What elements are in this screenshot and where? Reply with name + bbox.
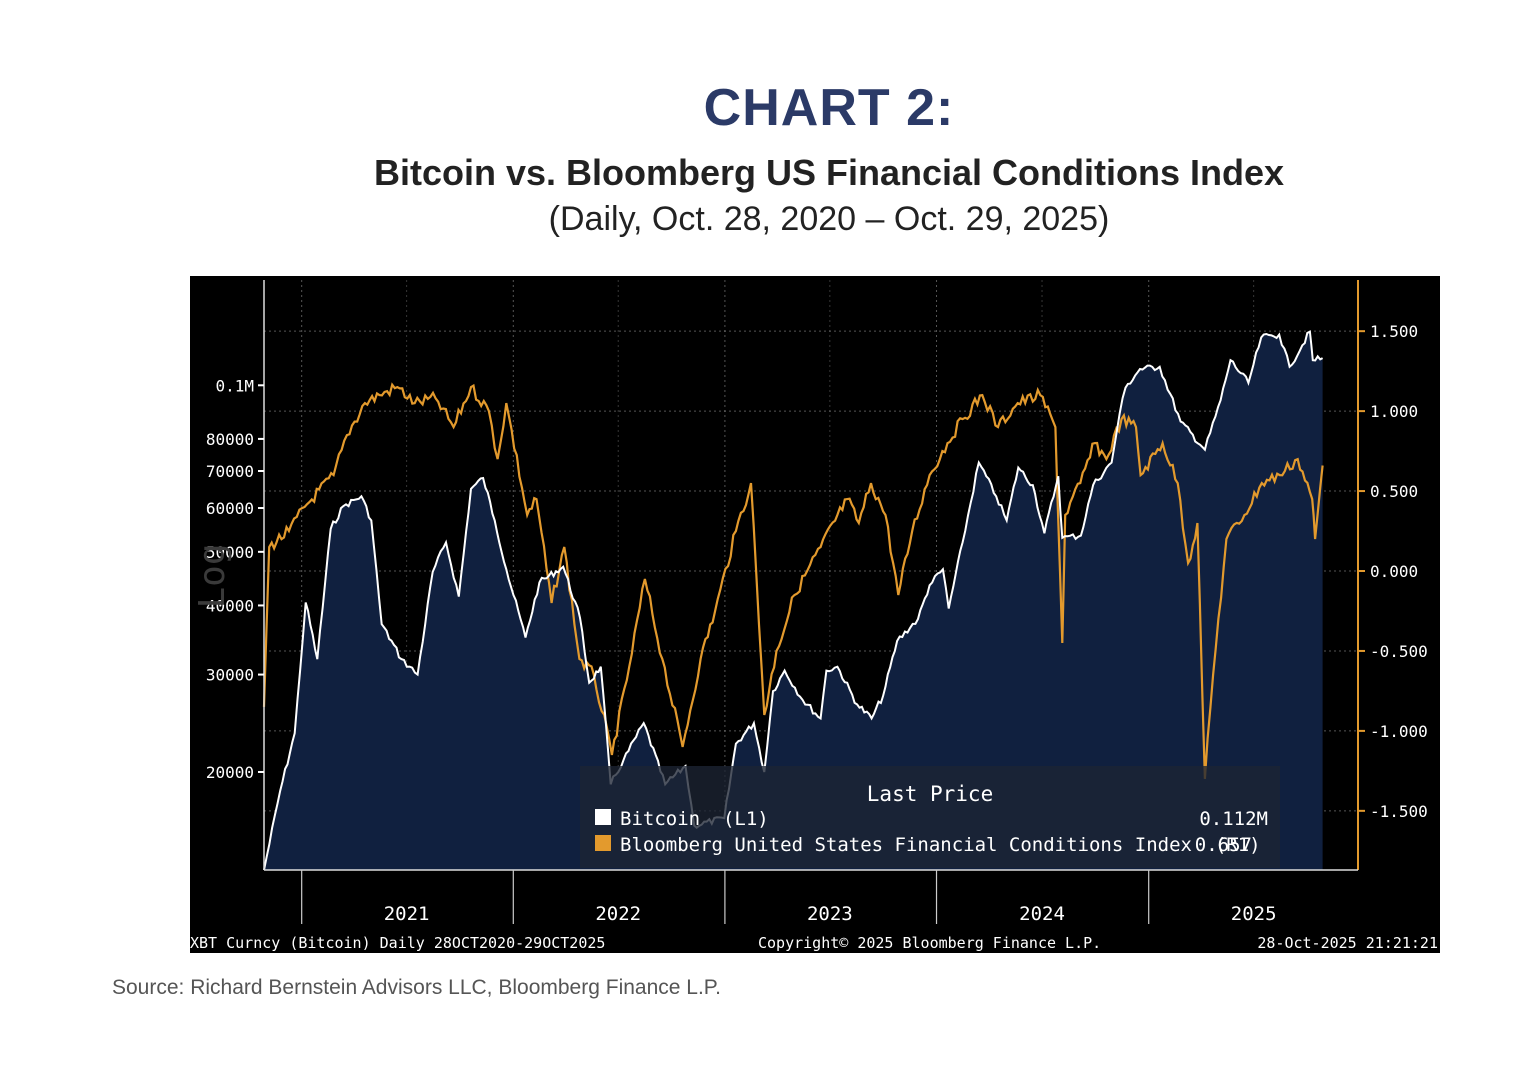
chart-subtitle: Bitcoin vs. Bloomberg US Financial Condi… <box>373 152 1285 193</box>
footer-copyright: Copyright© 2025 Bloomberg Finance L.P. <box>758 934 1101 952</box>
right-tick-label-0: 1.500 <box>1370 322 1418 341</box>
left-axis-label: Log <box>192 543 233 608</box>
legend-label-fci: Bloomberg United States Financial Condit… <box>620 834 1261 856</box>
x-tick-label-2024: 2024 <box>1019 903 1065 925</box>
legend-swatch-bitcoin <box>595 809 611 825</box>
x-tick-label-2021: 2021 <box>384 903 430 925</box>
chart-date-range: (Daily, Oct. 28, 2020 – Oct. 29, 2025) <box>548 200 1110 238</box>
legend-value-bitcoin: 0.112M <box>1199 808 1268 830</box>
bitcoin-area-fill <box>264 331 1323 870</box>
x-tick-label-2025: 2025 <box>1231 903 1277 925</box>
x-tick-label-2023: 2023 <box>807 903 853 925</box>
left-tick-label-0: 0.1M <box>215 376 254 395</box>
right-tick-label-4: -0.500 <box>1370 642 1428 661</box>
right-tick-label-5: -1.000 <box>1370 722 1428 741</box>
footer-timestamp: 28-Oct-2025 21:21:21 <box>1257 934 1438 952</box>
axes: 0.1M 80000 70000 60000 50000 40000 30000 20000 1… <box>206 280 1428 925</box>
left-tick-label-6: 30000 <box>206 666 254 685</box>
fci-series-line <box>262 382 1324 779</box>
chart-svg: 0.1M 80000 70000 60000 50000 40000 30000 20000 1… <box>190 276 1440 953</box>
right-tick-label-2: 0.500 <box>1370 482 1418 501</box>
left-tick-label-5: 40000 <box>206 596 254 615</box>
bitcoin-series-line <box>263 330 1324 871</box>
right-tick-label-3: 0.000 <box>1370 562 1418 581</box>
x-tick-label-2022: 2022 <box>595 903 641 925</box>
legend-background <box>580 766 1280 868</box>
left-tick-label-3: 60000 <box>206 499 254 518</box>
source-note: Source: Richard Bernstein Advisors LLC, … <box>112 976 721 999</box>
left-tick-label-1: 80000 <box>206 430 254 449</box>
legend-value-fci: 0.657 <box>1195 834 1252 856</box>
bloomberg-chart-panel: 0.1M 80000 70000 60000 50000 40000 30000 20000 1… <box>190 276 1440 953</box>
footer-security: XBT Curncy (Bitcoin) Daily 28OCT2020-29O… <box>190 934 605 952</box>
legend-swatch-fci <box>595 835 611 851</box>
legend-box: Last Price Bitcoin (L1) 0.112M Bloomberg… <box>580 766 1280 868</box>
left-tick-label-7: 20000 <box>206 763 254 782</box>
legend-title: Last Price <box>867 782 993 806</box>
right-tick-label-1: 1.000 <box>1370 402 1418 421</box>
legend-label-bitcoin: Bitcoin (L1) <box>620 808 769 830</box>
left-tick-label-2: 70000 <box>206 462 254 481</box>
right-tick-label-6: -1.500 <box>1370 802 1428 821</box>
left-tick-label-4: 50000 <box>206 543 254 562</box>
chart-number-title: CHART 2: <box>703 79 955 137</box>
